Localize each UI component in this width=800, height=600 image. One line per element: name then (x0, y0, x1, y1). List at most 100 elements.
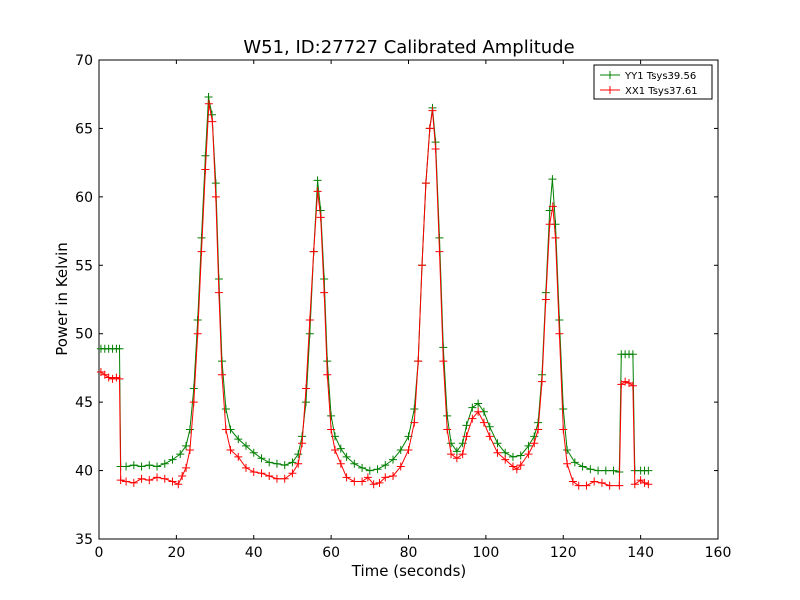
series-1-point-92 (563, 459, 572, 468)
legend-label-0: YY1 Tsys39.56 (624, 71, 696, 82)
series-1-point-71 (458, 450, 467, 459)
series-1-point-30 (242, 463, 251, 472)
series-1-point-106 (640, 478, 649, 487)
series-1-point-20 (197, 247, 206, 256)
series-1-point-56 (389, 472, 398, 481)
series-1-point-57 (396, 462, 405, 471)
x-tick-label-3: 60 (322, 545, 340, 561)
series-1-point-64 (428, 106, 437, 115)
series-1-point-22 (204, 99, 213, 108)
series-1-point-68 (443, 425, 452, 434)
series-0-point-47 (336, 444, 345, 453)
series-0-point-49 (350, 459, 359, 468)
series-1-point-69 (447, 450, 456, 459)
series-0-point-51 (365, 466, 374, 475)
series-0-point-18 (193, 316, 202, 325)
series-1-point-3 (108, 374, 117, 383)
series-1-point-38 (298, 439, 307, 448)
y-tick-label-3: 50 (75, 327, 93, 343)
series-0-point-74 (485, 422, 494, 431)
x-tick-label-2: 40 (245, 545, 263, 561)
series-0-point-48 (342, 452, 351, 461)
series-1-point-48 (336, 459, 345, 468)
series-1-point-32 (257, 469, 266, 478)
series-1-point-97 (597, 478, 606, 487)
series-1-point-66 (435, 247, 444, 256)
series-1-point-16 (182, 463, 191, 472)
series-1-point-83 (530, 439, 539, 448)
series-1-point-58 (404, 446, 413, 455)
series-1-point-107 (644, 480, 653, 489)
series-1 (96, 99, 653, 490)
y-tick-label-2: 45 (75, 395, 93, 411)
series-0-point-20 (201, 151, 210, 160)
series-1-point-12 (160, 474, 169, 483)
y-tick-label-4: 55 (75, 258, 93, 274)
series-1-point-104 (630, 480, 639, 489)
series-1-point-40 (305, 316, 314, 325)
series-0-point-80 (530, 432, 539, 441)
series-1-point-39 (301, 384, 310, 393)
series-0-point-100 (628, 350, 637, 359)
x-tick-label-5: 100 (473, 545, 500, 561)
series-0-point-32 (265, 458, 274, 467)
series-0-point-34 (280, 461, 289, 470)
series-0-point-67 (447, 439, 456, 448)
series-1-point-52 (363, 473, 372, 482)
series-0-point-89 (563, 446, 572, 455)
series-0-point-15 (182, 441, 191, 450)
series-0-point-71 (468, 403, 477, 412)
series-layer (96, 92, 653, 490)
series-1-point-36 (288, 469, 297, 478)
series-1-point-14 (174, 480, 183, 489)
series-1-point-63 (425, 124, 434, 133)
series-0-point-53 (381, 461, 390, 470)
series-1-point-29 (234, 452, 243, 461)
series-1-point-19 (193, 329, 202, 338)
series-0-point-93 (594, 466, 603, 475)
series-1-point-95 (582, 481, 591, 490)
series-1-point-47 (330, 446, 339, 455)
series-0-point-19 (197, 233, 206, 242)
x-tick-label-6: 120 (550, 545, 577, 561)
legend-marker-1 (606, 86, 614, 94)
series-0-point-52 (373, 465, 382, 474)
series-0-point-23 (211, 179, 220, 188)
series-1-point-103 (628, 381, 637, 390)
series-1-point-77 (493, 448, 502, 457)
series-0-point-12 (160, 459, 169, 468)
series-1-point-11 (153, 473, 162, 482)
series-1-point-33 (265, 472, 274, 481)
series-1-point-10 (145, 476, 154, 485)
series-1-point-54 (375, 478, 384, 487)
series-1-point-86 (541, 295, 550, 304)
series-0-point-92 (586, 465, 595, 474)
y-tick-label-7: 70 (75, 53, 93, 69)
series-0-point-55 (396, 446, 405, 455)
series-1-point-84 (534, 425, 543, 434)
legend-label-1: XX1 Tsys37.61 (625, 86, 698, 97)
series-0-point-88 (559, 404, 568, 413)
series-1-point-99 (615, 481, 624, 490)
series-1-point-18 (189, 398, 198, 407)
series-0-point-7 (122, 462, 131, 471)
series-1-point-28 (226, 446, 235, 455)
series-0-point-70 (462, 421, 471, 430)
series-0-point-50 (358, 463, 367, 472)
x-tick-label-1: 20 (167, 545, 185, 561)
series-1-point-62 (421, 179, 430, 188)
series-1-point-37 (294, 459, 303, 468)
series-0-point-68 (452, 447, 461, 456)
series-0-point-45 (327, 411, 336, 420)
series-1-point-89 (551, 233, 560, 242)
series-0-point-66 (443, 411, 452, 420)
series-0-point-91 (578, 462, 587, 471)
series-0-point-54 (389, 455, 398, 464)
series-line-1 (100, 103, 649, 487)
series-1-point-15 (178, 472, 187, 481)
series-1-point-81 (516, 461, 525, 470)
chart-title: W51, ID:27727 Calibrated Amplitude (243, 37, 574, 58)
series-0-point-11 (153, 462, 162, 471)
series-0-point-10 (145, 461, 154, 470)
series-0-point-94 (601, 466, 610, 475)
